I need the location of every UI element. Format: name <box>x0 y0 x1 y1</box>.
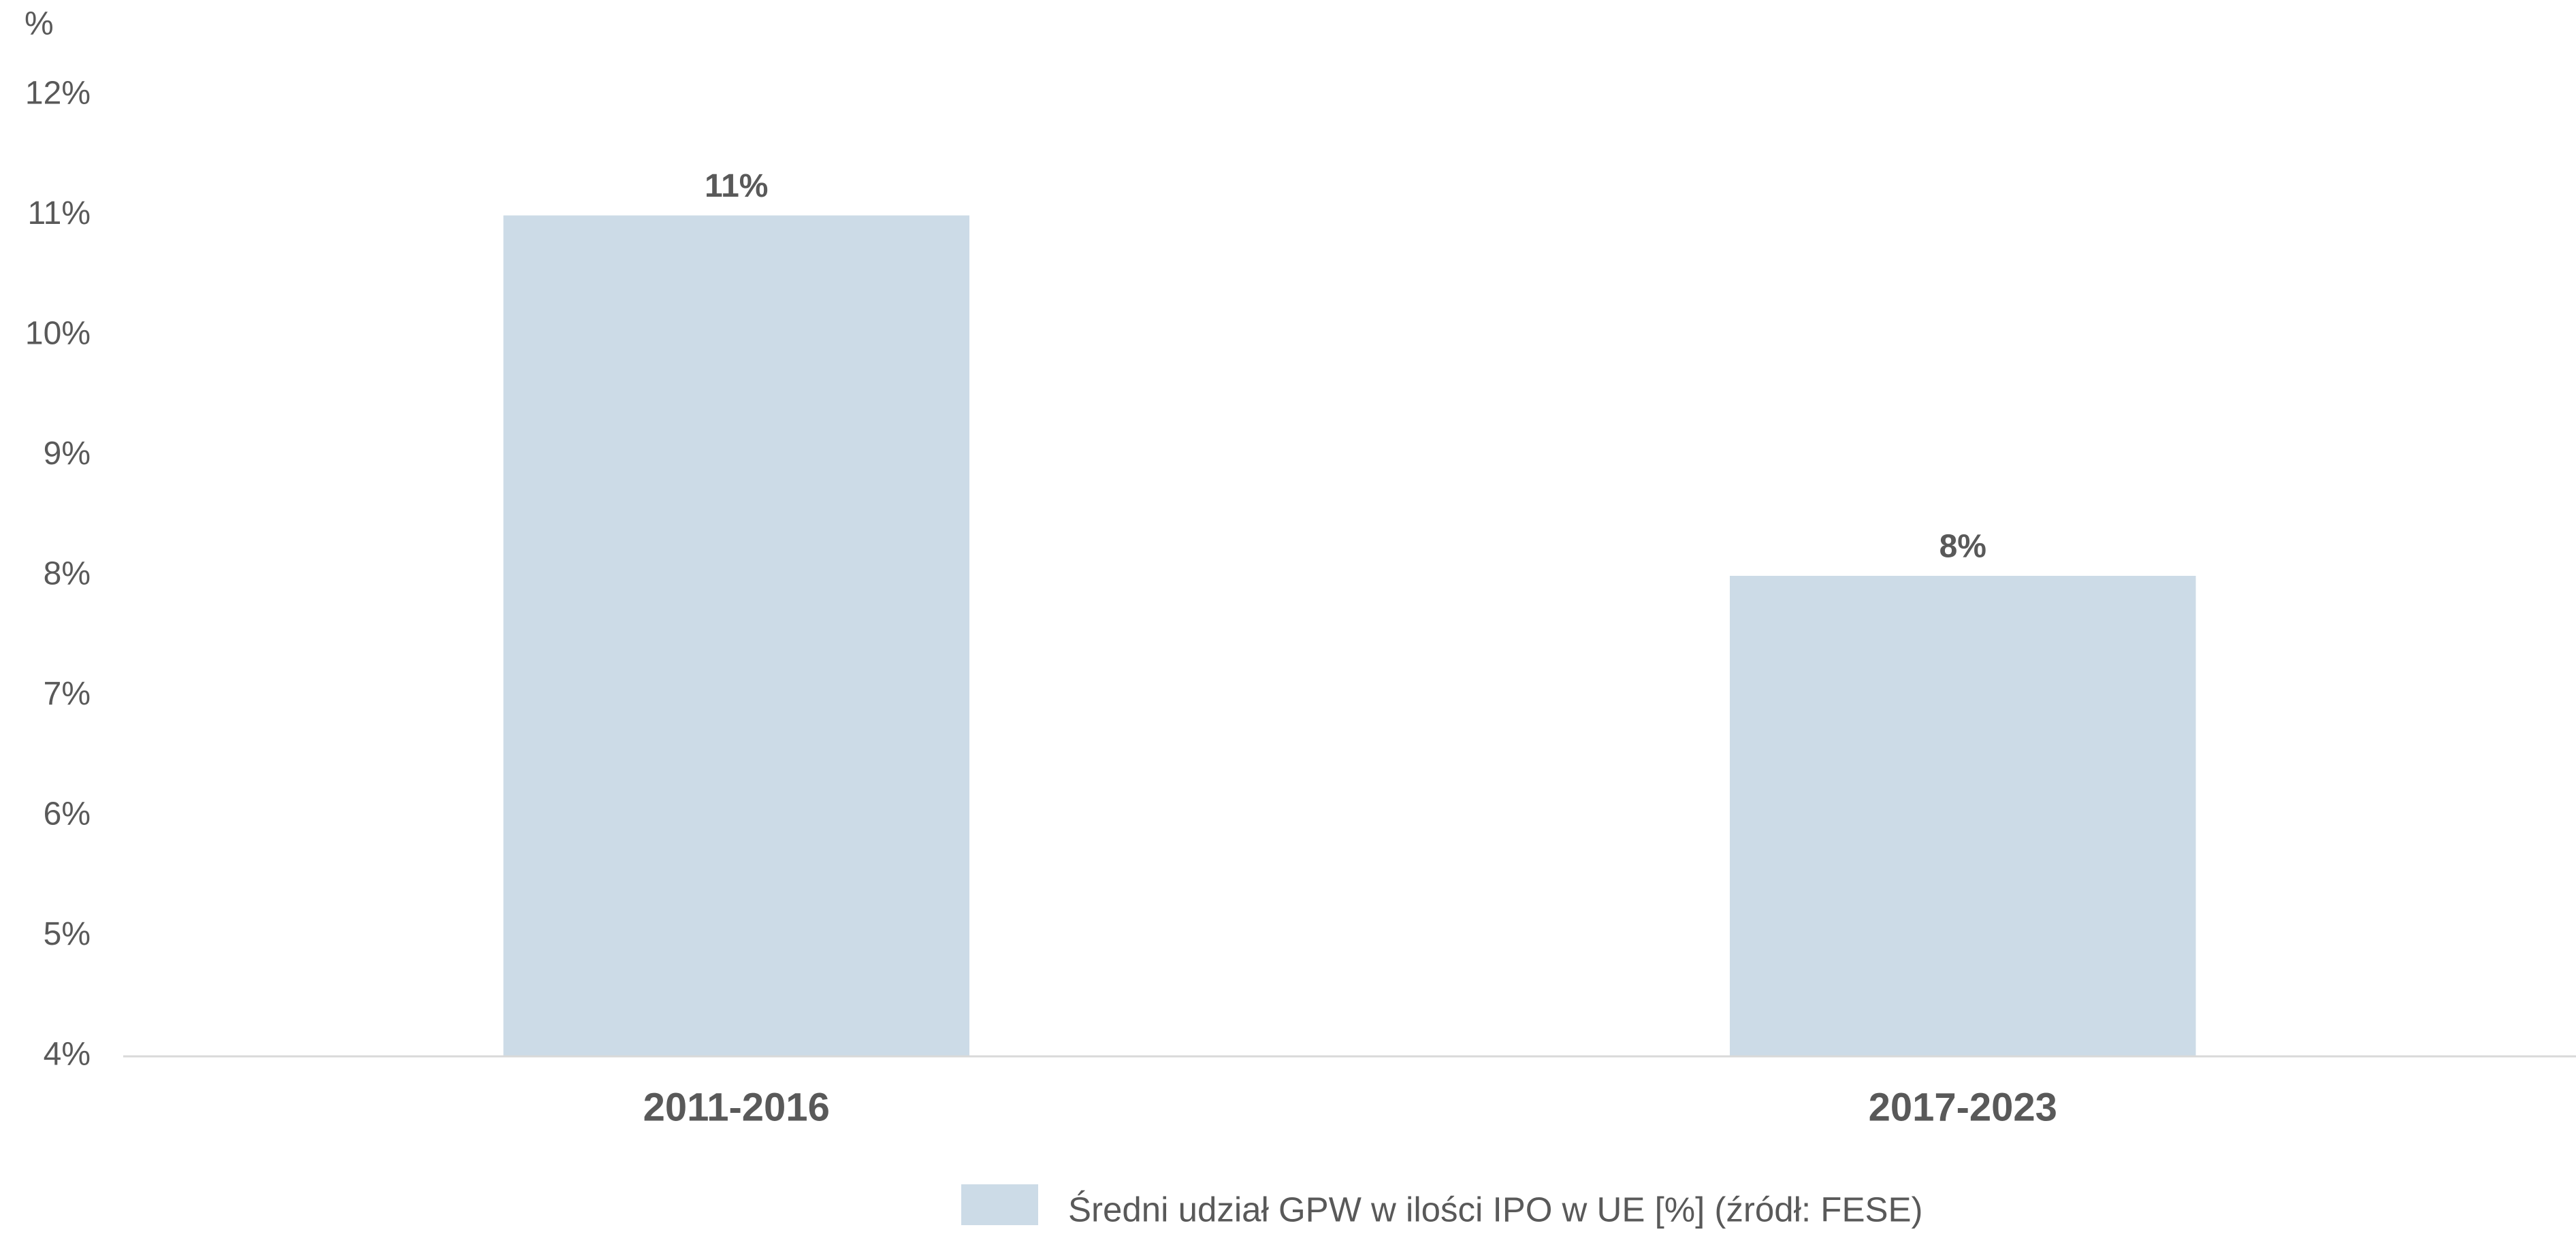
y-tick-label: 12% <box>25 76 91 112</box>
legend-label: Średni udział GPW w ilości IPO w UE [%] … <box>1068 1189 1922 1229</box>
data-label: 11% <box>705 168 768 204</box>
y-tick-label: 11% <box>27 195 91 231</box>
bar <box>503 215 970 1056</box>
y-axis-label: % <box>25 6 54 42</box>
legend-swatch <box>961 1184 1038 1225</box>
bar <box>1729 576 2196 1056</box>
y-tick-label: 7% <box>44 676 91 712</box>
data-label: 8% <box>1939 529 1986 565</box>
y-tick-label: 5% <box>44 916 91 952</box>
y-tick-label: 10% <box>25 316 91 352</box>
y-tick-label: 9% <box>44 436 91 472</box>
x-tick-label: 2011-2016 <box>643 1085 830 1129</box>
y-tick-label: 6% <box>44 796 91 832</box>
y-tick-label: 4% <box>44 1037 91 1073</box>
y-tick-label: 8% <box>44 556 91 592</box>
x-tick-label: 2017-2023 <box>1869 1085 2057 1129</box>
